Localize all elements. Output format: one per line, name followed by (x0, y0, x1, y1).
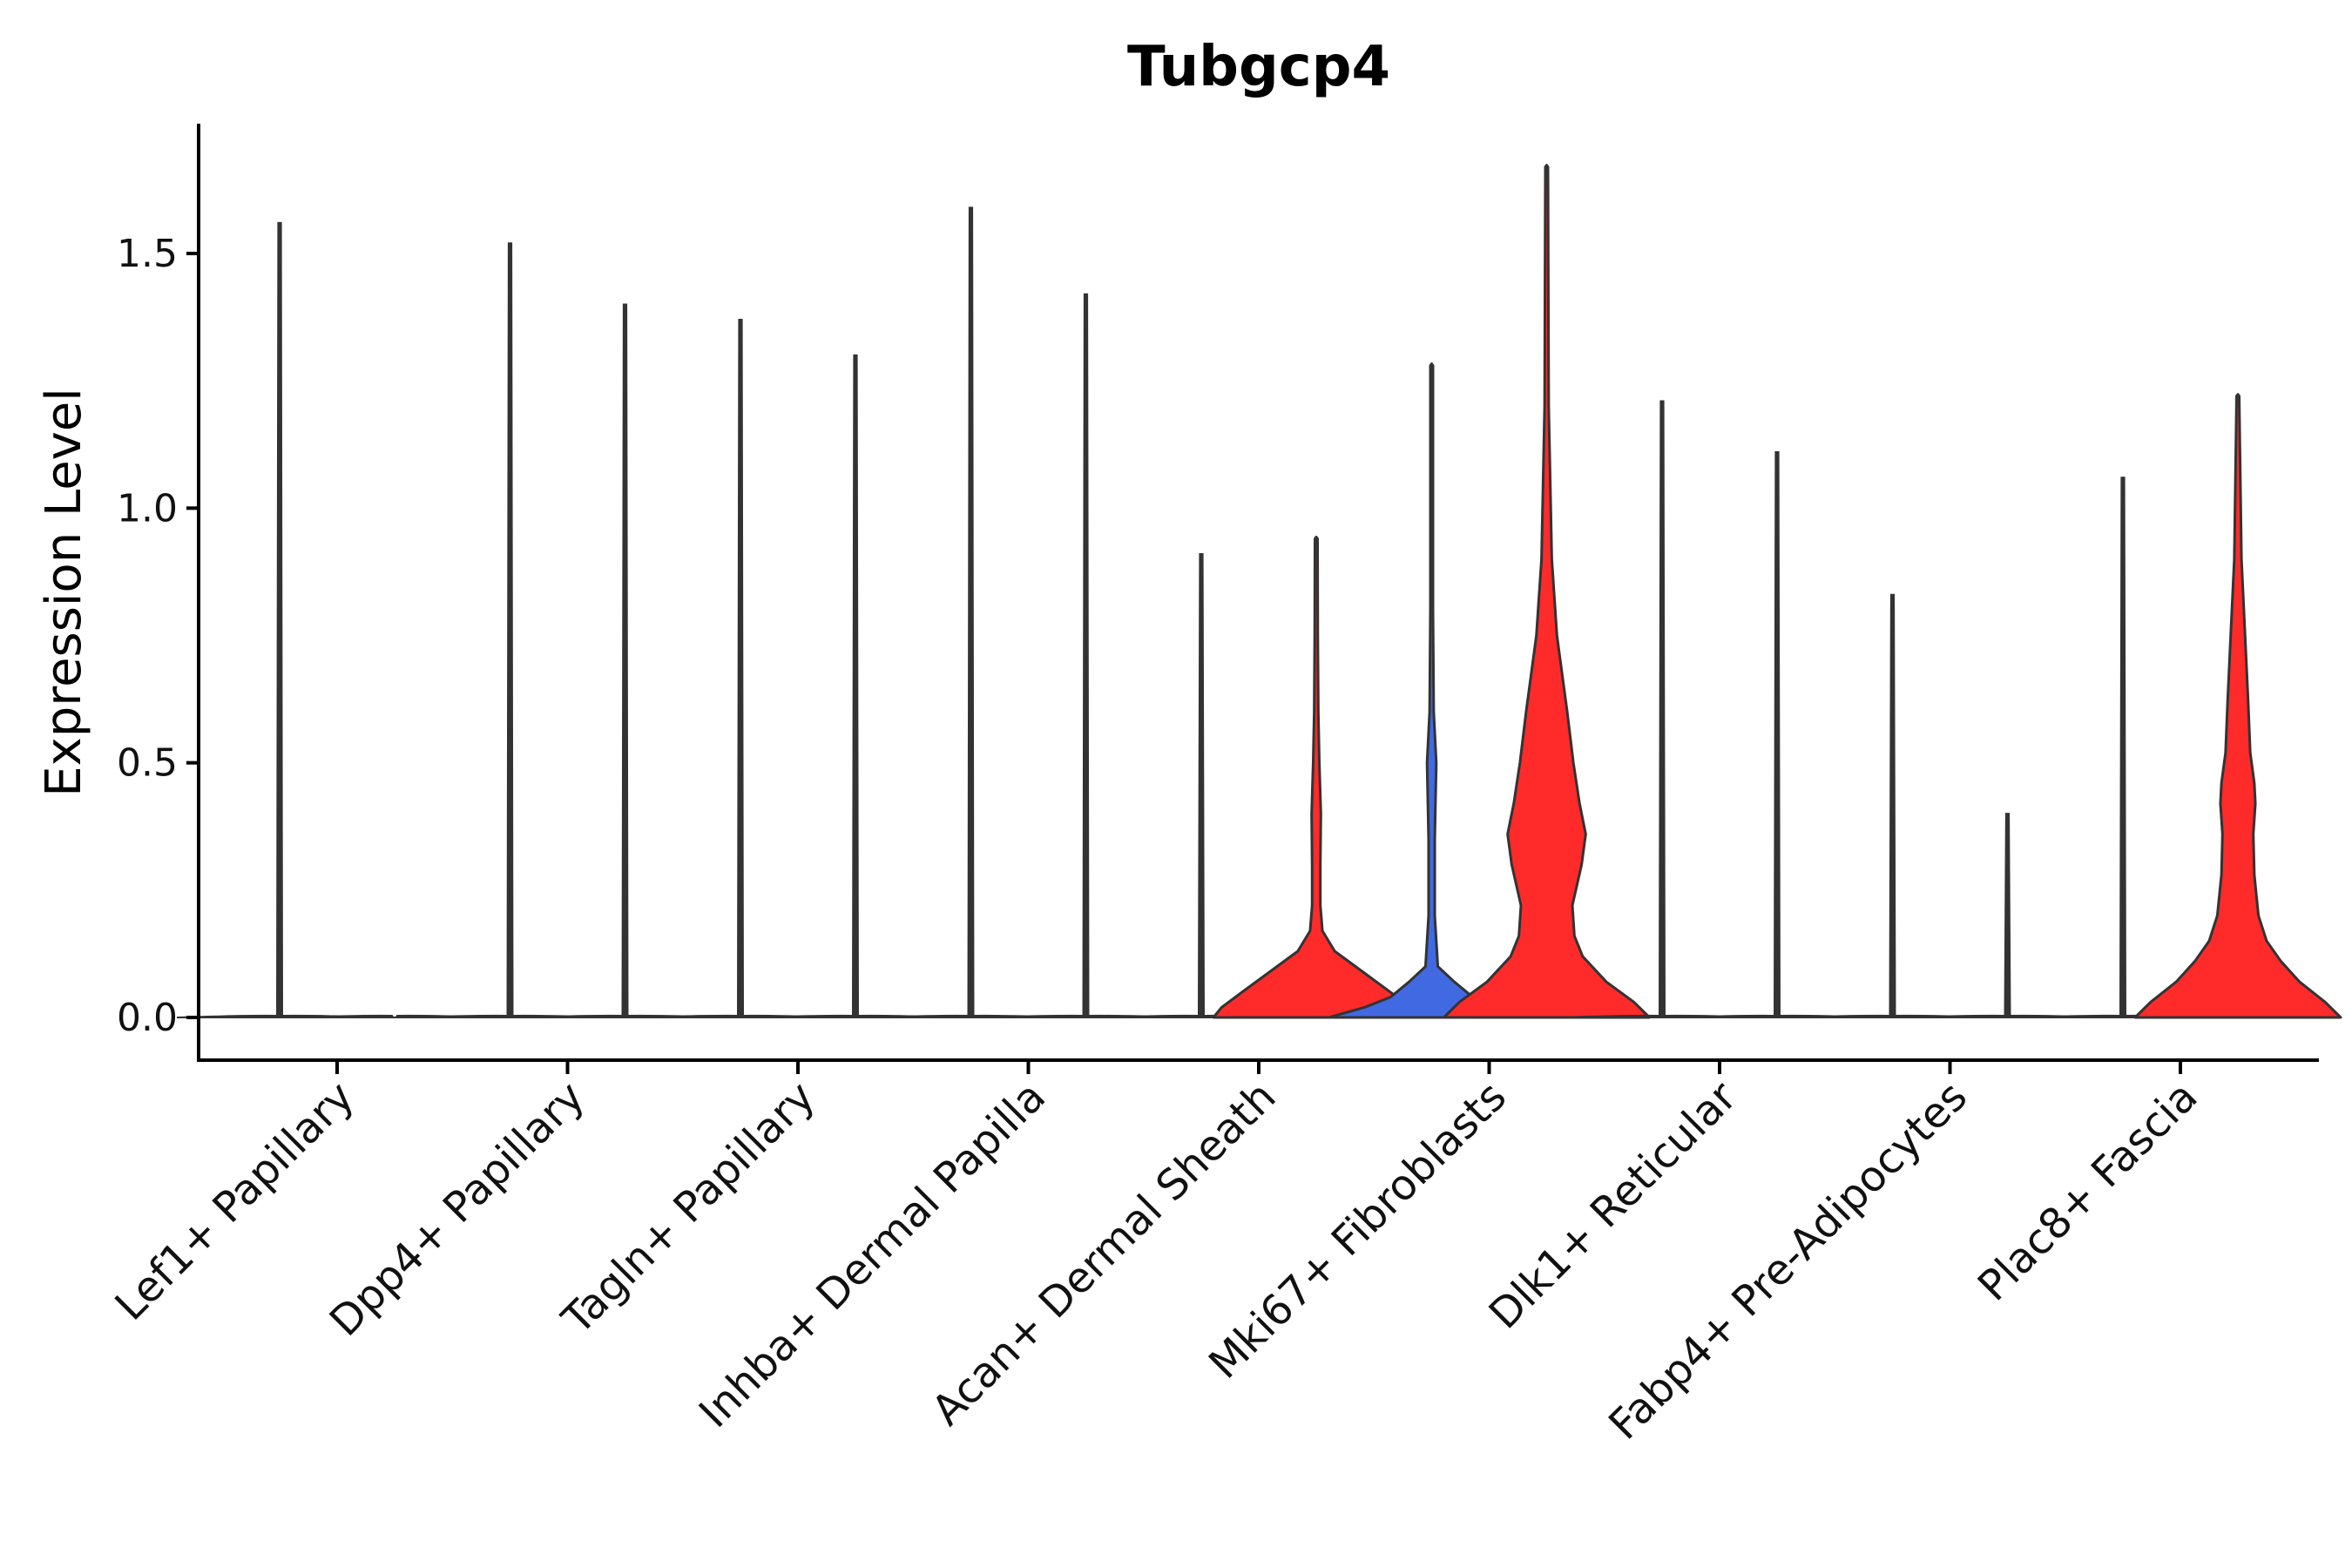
violin-right-1 (522, 303, 728, 1018)
violin-shape (2019, 476, 2227, 1018)
violin-left-6 (1558, 400, 1766, 1018)
violin-left-3 (868, 206, 1074, 1018)
x-tick-label: Dpp4+ Papillary (321, 1072, 594, 1346)
x-tick-label: Lef1+ Papillary (106, 1072, 364, 1330)
violin-shape (2133, 393, 2342, 1019)
violin-right-6 (1673, 451, 1881, 1018)
violin-shape (1673, 451, 1881, 1018)
violin-shape (1904, 813, 2111, 1018)
y-tick-label: 1.0 (117, 486, 178, 531)
violin-shape (1212, 535, 1421, 1019)
violin-right-5 (1443, 164, 1651, 1019)
violin-left-5 (1328, 362, 1536, 1019)
violin-shape (522, 303, 728, 1018)
y-tick-label: 1.5 (117, 232, 178, 276)
violin-shape (407, 242, 613, 1018)
violin-shape (752, 354, 959, 1018)
violin-shape (176, 221, 383, 1018)
violin-right-3 (983, 293, 1189, 1018)
violin-left-2 (637, 319, 844, 1018)
chart-title: Tubgcp4 (1127, 35, 1390, 99)
violin-left-1 (407, 242, 613, 1018)
violin-left-7 (1789, 593, 1996, 1018)
violin-shape (1098, 552, 1305, 1018)
y-tick-label: 0.5 (117, 741, 178, 786)
y-tick-label: 0.0 (117, 996, 178, 1040)
plot-area (176, 164, 2342, 1019)
violin-shape (983, 293, 1189, 1018)
violin-shape (637, 319, 844, 1018)
violin-shape (1558, 400, 1766, 1018)
violin-left-0 (176, 221, 383, 1018)
violin-right-4 (1212, 535, 1421, 1019)
violin-right-2 (752, 354, 959, 1018)
x-tick-label: Plac8+ Fascia (1969, 1072, 2207, 1311)
violin-left-4 (1098, 552, 1305, 1018)
violin-shape (1789, 593, 1996, 1018)
axes (197, 124, 2319, 1062)
violin-right-8 (2133, 393, 2342, 1019)
x-tick-label: Dlk1+ Reticular (1480, 1072, 1747, 1339)
violin-right-7 (1904, 813, 2111, 1018)
y-axis-label: Expression Level (36, 388, 92, 797)
x-tick-label: Tagln+ Papillary (552, 1072, 824, 1344)
y-ticks: 0.0 0.5 1.0 1.5 (117, 232, 199, 1040)
violin-shape (868, 206, 1074, 1018)
violin-left-8 (2019, 476, 2227, 1018)
violin-shape (1328, 362, 1536, 1019)
violin-shape (1443, 164, 1651, 1019)
